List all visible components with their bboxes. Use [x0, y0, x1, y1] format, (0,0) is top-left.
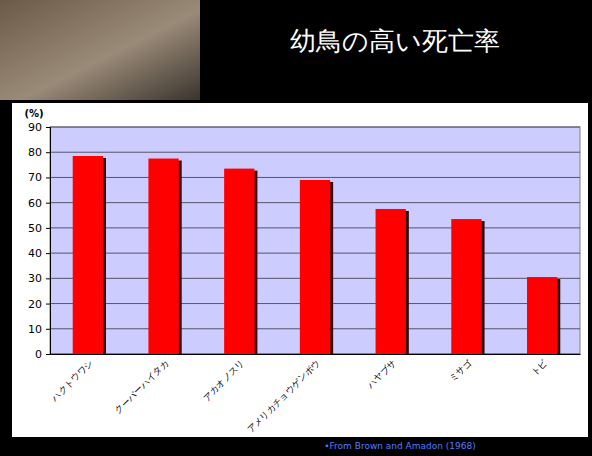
tick-label: トビ — [529, 357, 550, 378]
bar — [527, 277, 557, 354]
grid — [50, 127, 580, 354]
tick: クーパーハイタカ — [113, 358, 171, 416]
bar — [224, 169, 254, 354]
tick: 0 — [35, 348, 50, 361]
photo — [0, 0, 200, 100]
tick: ハヤブサ — [364, 358, 397, 391]
tick-mark — [46, 177, 50, 178]
axis-line — [51, 354, 581, 355]
chart-container: 幼鳥の高い死亡率 0 10 20 30 40 50 60 70 80 90 ハクトウワシクーパーハイタ… — [0, 0, 592, 456]
tick-label: 10 — [28, 323, 42, 336]
tick-mark — [46, 304, 50, 305]
tick: 10 — [28, 323, 50, 336]
tick-label: ハヤブサ — [364, 358, 397, 391]
tick-label: アメリカチョウゲンボウ — [245, 358, 322, 435]
grid-line — [50, 177, 580, 178]
tick: ミサゴ — [447, 357, 474, 384]
bar — [376, 209, 406, 354]
tick-label: 0 — [35, 348, 42, 361]
chart-svg: 幼鳥の高い死亡率 0 10 20 30 40 50 60 70 80 90 ハクトウワシクーパーハイタ… — [0, 0, 592, 456]
slide-background — [0, 0, 592, 456]
chart-panel — [12, 103, 588, 437]
y-axis: 0 10 20 30 40 50 60 70 80 90 — [28, 121, 51, 361]
grid-line — [50, 152, 580, 153]
tick-label: 80 — [28, 146, 42, 159]
tick-label: 40 — [28, 247, 42, 260]
tick: ハクトウワシ — [49, 358, 95, 404]
tick-mark — [46, 228, 50, 229]
tick-label: 60 — [28, 197, 42, 210]
title: 幼鳥の高い死亡率 — [290, 26, 500, 56]
tick: 70 — [28, 171, 50, 184]
bar — [451, 219, 481, 354]
tick-mark — [46, 253, 50, 254]
tick-mark — [46, 278, 50, 279]
tick: 50 — [28, 222, 50, 235]
tick-label: ミサゴ — [447, 357, 474, 384]
source-note: •From Brown and Amadon (1968) — [324, 441, 476, 451]
tick-mark — [46, 329, 50, 330]
plot-background — [50, 127, 580, 354]
tick-label: 50 — [28, 222, 42, 235]
tick: 40 — [28, 247, 50, 260]
grid-line — [50, 127, 580, 128]
tick-label: 90 — [28, 121, 42, 134]
tick: 20 — [28, 298, 50, 311]
tick-label: アカオノスリ — [201, 358, 246, 403]
tick-mark — [46, 127, 50, 128]
tick: アカオノスリ — [201, 358, 246, 403]
tick: トビ — [529, 357, 550, 378]
x-axis: ハクトウワシクーパーハイタカアカオノスリアメリカチョウゲンボウ ハヤブサ ミサゴ トビ — [49, 355, 581, 435]
tick-label: 30 — [28, 272, 42, 285]
tick-label: 70 — [28, 171, 42, 184]
tick-mark — [46, 152, 50, 153]
tick: 80 — [28, 146, 50, 159]
y-axis-title: (%) — [24, 108, 43, 119]
bar — [300, 180, 330, 354]
bars — [73, 156, 558, 354]
tick: 60 — [28, 197, 50, 210]
tick-label: 20 — [28, 298, 42, 311]
tick-mark — [46, 203, 50, 204]
tick-label: クーパーハイタカ — [113, 358, 171, 416]
axis-line — [46, 128, 51, 355]
tick: 90 — [28, 121, 50, 134]
tick-mark — [46, 354, 50, 355]
tick: 30 — [28, 272, 50, 285]
bar — [148, 159, 178, 354]
plot: 0 10 20 30 40 50 60 70 80 90 ハクトウワシクーパーハイタカアカオノスリア… — [28, 121, 581, 435]
bar — [73, 156, 103, 354]
tick: アメリカチョウゲンボウ — [245, 358, 322, 435]
tick-label: ハクトウワシ — [49, 358, 95, 404]
